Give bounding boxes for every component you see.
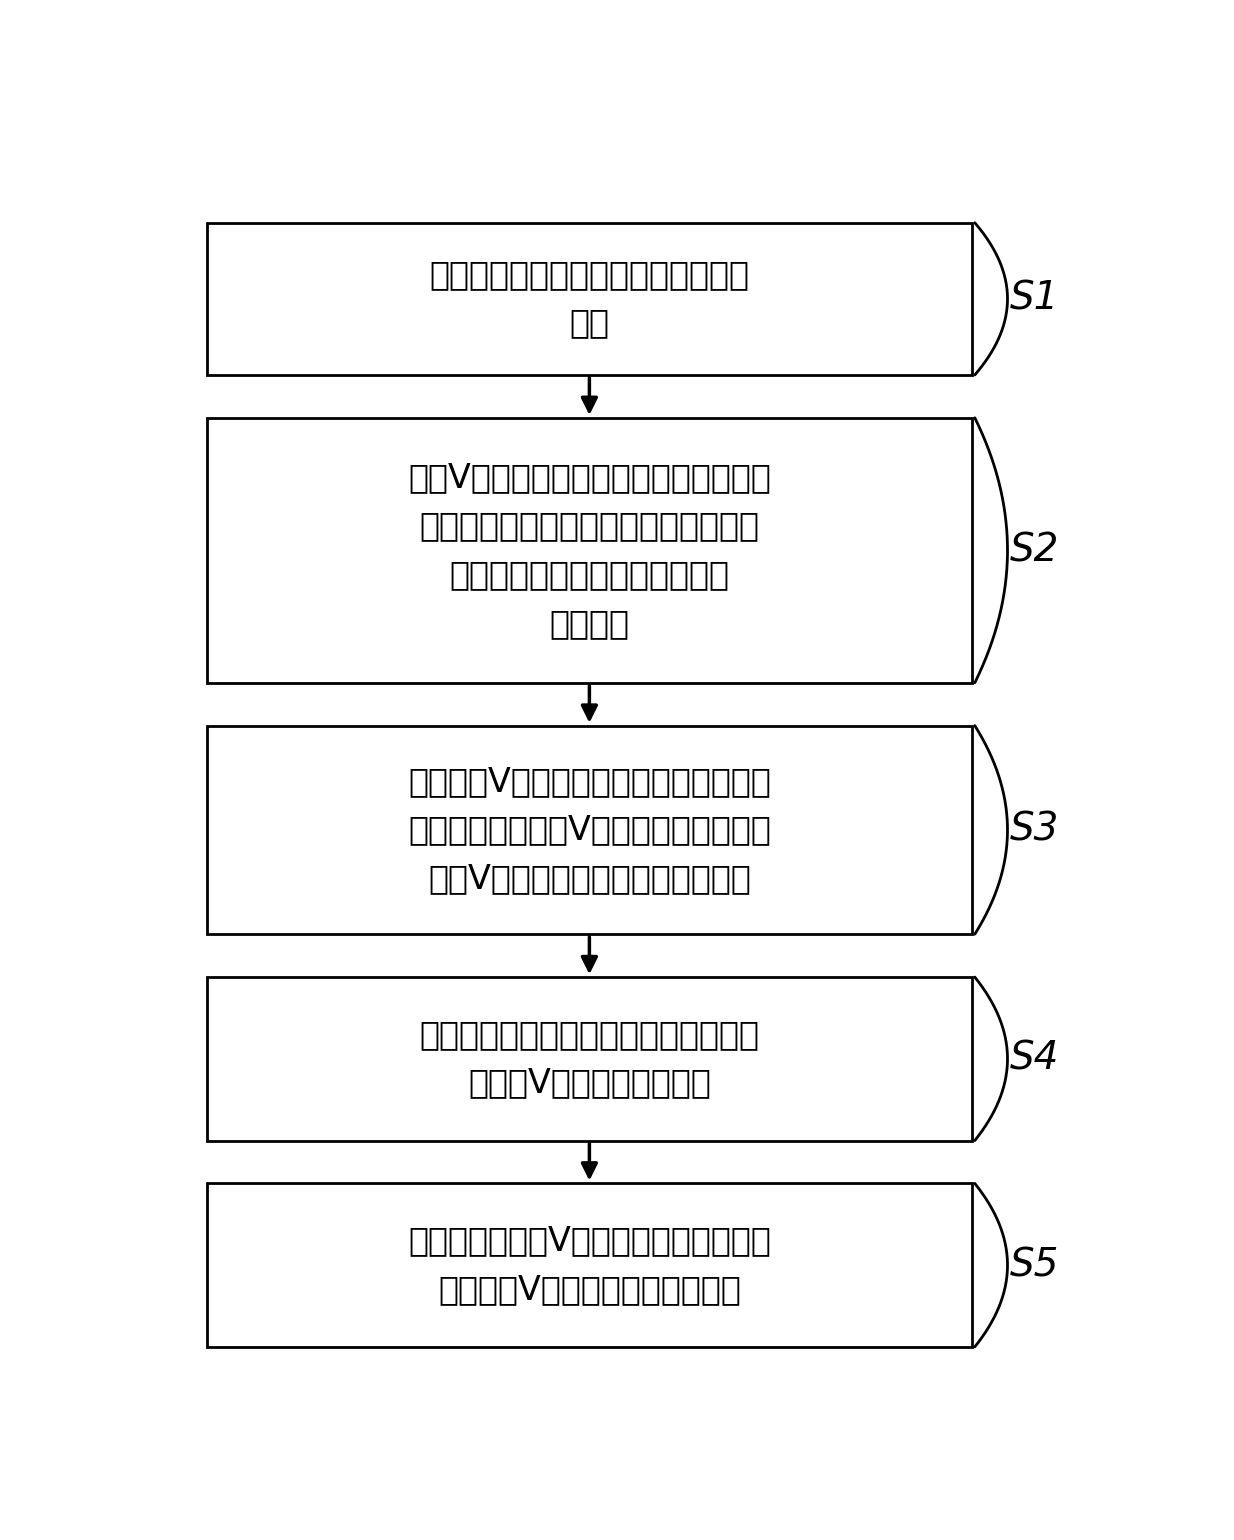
Text: S1: S1 bbox=[1009, 280, 1059, 317]
Text: 获取天然气在标准参比条件下的标准
数据: 获取天然气在标准参比条件下的标准 数据 bbox=[429, 259, 749, 340]
Bar bbox=[207, 976, 972, 1141]
Bar bbox=[207, 223, 972, 374]
Text: 根据V锥流量计的体积流量计算公式及标
准数据确定天然气在标准参比条件下的
体积流量与标准孔板差压量程的
第一关系: 根据V锥流量计的体积流量计算公式及标 准数据确定天然气在标准参比条件下的 体积流… bbox=[408, 460, 771, 639]
Text: S4: S4 bbox=[1009, 1040, 1059, 1078]
Text: S2: S2 bbox=[1009, 531, 1059, 570]
Text: 根据第二关系及V锥流量计差压量程确定
天然气在V锥流量计下的体积流量: 根据第二关系及V锥流量计差压量程确定 天然气在V锥流量计下的体积流量 bbox=[408, 1224, 771, 1306]
Text: 根据预设V锥流量计的参数信息及第一关
系，确定天然气在V锥流量计下的体积流
量与V锥流量计差压量程的第二关系: 根据预设V锥流量计的参数信息及第一关 系，确定天然气在V锥流量计下的体积流 量与… bbox=[408, 765, 771, 895]
Bar bbox=[207, 725, 972, 935]
Text: 根据第二关系及预设参数值，采用弦截
法确定V锥流量计差压量程: 根据第二关系及预设参数值，采用弦截 法确定V锥流量计差压量程 bbox=[420, 1018, 759, 1100]
Text: S5: S5 bbox=[1009, 1246, 1059, 1284]
Text: S3: S3 bbox=[1009, 812, 1059, 849]
Bar bbox=[207, 1183, 972, 1348]
Bar bbox=[207, 417, 972, 682]
